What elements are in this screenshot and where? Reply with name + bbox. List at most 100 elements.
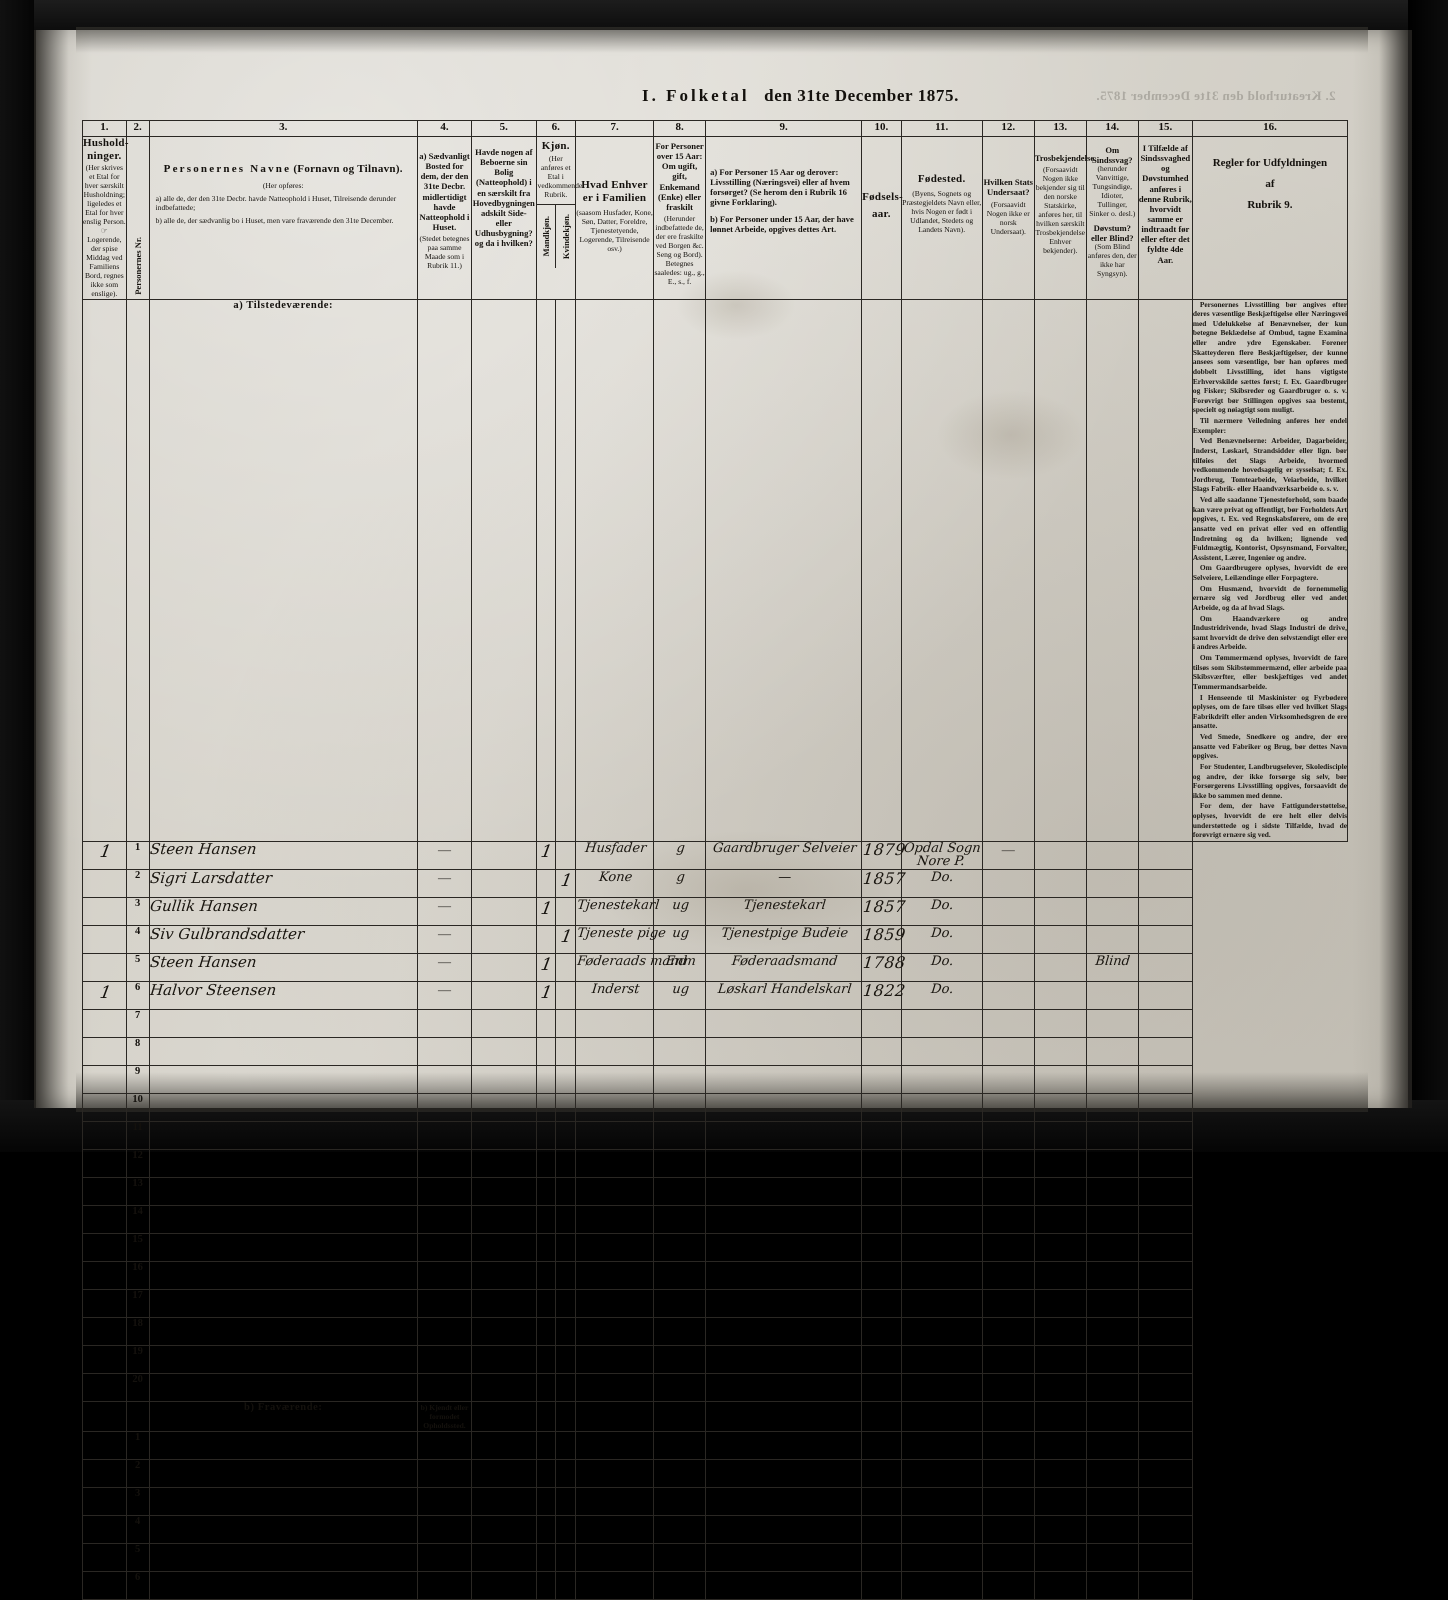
cell-blank xyxy=(148,1177,418,1207)
column-number-row: 1. 2. 3. 4. 5. 6. 7. 8. 9. 10. 11. 12. 1… xyxy=(82,120,1349,137)
cell-disability xyxy=(1084,981,1140,1010)
cell-blank xyxy=(705,1317,863,1347)
colnum-9: 9. xyxy=(705,120,863,137)
cell-blank xyxy=(575,1289,655,1319)
cell-blank xyxy=(1085,1317,1139,1347)
cell-blank xyxy=(861,1205,902,1235)
cell-birthyear: 1822 xyxy=(860,980,906,1010)
present-section-label: a) Tilstedeværende: xyxy=(148,298,418,842)
cell-blank xyxy=(981,1543,1035,1573)
cell-blank xyxy=(535,1037,557,1067)
cell-blank xyxy=(575,1009,655,1039)
header-disability-top: Om Sindssvag? xyxy=(1091,145,1133,166)
cell-blank xyxy=(861,1037,902,1067)
header-rules-l1: Regler for Udfyldningen xyxy=(1212,157,1328,169)
cell-blank xyxy=(981,1261,1035,1291)
header-person-number-label: Personernes Nr. xyxy=(132,236,143,295)
cell-blank xyxy=(1137,1289,1193,1319)
cell-blank xyxy=(416,1515,473,1545)
cell-blank xyxy=(1033,1177,1087,1207)
cell-blank xyxy=(705,1121,863,1151)
cell-usual-residence: — xyxy=(416,869,473,899)
absent-c6f-spacer xyxy=(555,1401,577,1433)
cell-blank xyxy=(575,1233,655,1263)
cell-family-position: Føderaads mand xyxy=(574,953,687,982)
header-names-sub: (Fornavn og Tilnavn). xyxy=(293,163,403,175)
cell-separate-building xyxy=(471,840,537,871)
cell-blank xyxy=(981,1037,1035,1067)
cell-religion xyxy=(1033,840,1087,871)
cell-blank xyxy=(653,1149,707,1179)
cell-onset-age xyxy=(1137,953,1193,983)
cell-occupation: Tjenestpige Budeie xyxy=(704,925,864,954)
table-row: 1 1 Steen Hansen —1 Husfader g Gaardbruger Sel… xyxy=(80,840,1348,871)
header-birthyear-text: Fødsels- aar. xyxy=(862,191,904,220)
header-rules-l3: Rubrik 9. xyxy=(1247,198,1293,211)
header-names-title: Personernes Navne xyxy=(163,163,292,175)
present-c6m-spacer xyxy=(535,298,557,842)
cell-blank xyxy=(1033,1515,1087,1545)
absent-c13-spacer xyxy=(1033,1401,1087,1433)
header-occupation-b: b) For Personer under 15 Aar, der have l… xyxy=(710,213,854,234)
cell-usual-residence: — xyxy=(416,925,473,955)
cell-blank xyxy=(1137,1431,1193,1461)
cell-blank xyxy=(535,1345,557,1375)
cell-disability xyxy=(1084,869,1140,898)
cell-blank xyxy=(555,1543,577,1573)
cell-household xyxy=(82,1009,127,1039)
absent-c8-spacer xyxy=(653,1401,707,1433)
cell-blank xyxy=(1033,1571,1087,1600)
cell-blank xyxy=(575,1037,655,1067)
cell-separate-building xyxy=(471,869,537,899)
cell-blank xyxy=(416,1037,473,1067)
cell-blank xyxy=(900,1373,983,1403)
cell-blank xyxy=(555,1515,577,1545)
present-c14-spacer xyxy=(1085,298,1139,842)
colnum-16: 16. xyxy=(1191,120,1349,137)
cell-blank xyxy=(416,1149,473,1179)
cell-household xyxy=(82,1093,127,1123)
cell-person-number: 9 xyxy=(125,1065,150,1095)
cell-blank xyxy=(900,1543,983,1573)
cell-blank xyxy=(900,1261,983,1291)
cell-blank xyxy=(653,1121,707,1151)
cell-occupation: — xyxy=(704,869,864,898)
cell-blank xyxy=(705,1037,863,1067)
cell-household xyxy=(82,1233,127,1263)
header-family-position: Hvad Enhver er i Familien (saasom Husfad… xyxy=(575,136,655,300)
cell-blank xyxy=(653,1009,707,1039)
cell-blank xyxy=(1137,1121,1193,1151)
cell-blank xyxy=(653,1233,707,1263)
cell-blank xyxy=(653,1317,707,1347)
header-disability-bottom: Døvstum? eller Blind? xyxy=(1090,223,1134,244)
table-row-empty: 7 xyxy=(82,1009,1348,1039)
cell-blank xyxy=(1085,1233,1139,1263)
cell-person-number: 15 xyxy=(125,1233,150,1263)
cell-usual-residence: — xyxy=(416,981,473,1011)
cell-blank xyxy=(535,1261,557,1291)
cell-blank xyxy=(653,1459,707,1489)
cell-blank xyxy=(555,1149,577,1179)
cell-name: Sigri Larsdatter xyxy=(147,868,419,898)
cell-blank xyxy=(861,1121,902,1151)
cell-household xyxy=(82,1515,127,1545)
cell-blank xyxy=(900,1233,983,1263)
header-sex-note: (Her anføres et Etal i vedkommende Rubri… xyxy=(537,153,583,199)
cell-religion xyxy=(1033,953,1087,983)
rules-paragraph: Om Husmænd, hvorvidt de fornemmelig ernæ… xyxy=(1192,583,1347,612)
cell-blank xyxy=(861,1177,902,1207)
cell-blank xyxy=(416,1345,473,1375)
cell-marital-status: ug xyxy=(652,981,708,1010)
cell-blank xyxy=(705,1431,863,1461)
cell-blank xyxy=(705,1065,863,1095)
cell-blank xyxy=(1137,1205,1193,1235)
header-usual-residence-text: a) Sædvanligt Bosted for dem, der den 31… xyxy=(419,151,470,232)
absent-section-row: b) Fraværende: b) Kjendt eller formodet … xyxy=(82,1401,1348,1433)
cell-household xyxy=(82,1487,127,1517)
rules-paragraph: Til nærmere Veiledning anføres her endel… xyxy=(1192,416,1347,435)
cell-blank xyxy=(555,1093,577,1123)
cell-blank xyxy=(900,1093,983,1123)
cell-family-position: Kone xyxy=(574,869,656,898)
cell-blank xyxy=(535,1515,557,1545)
cell-blank xyxy=(900,1487,983,1517)
